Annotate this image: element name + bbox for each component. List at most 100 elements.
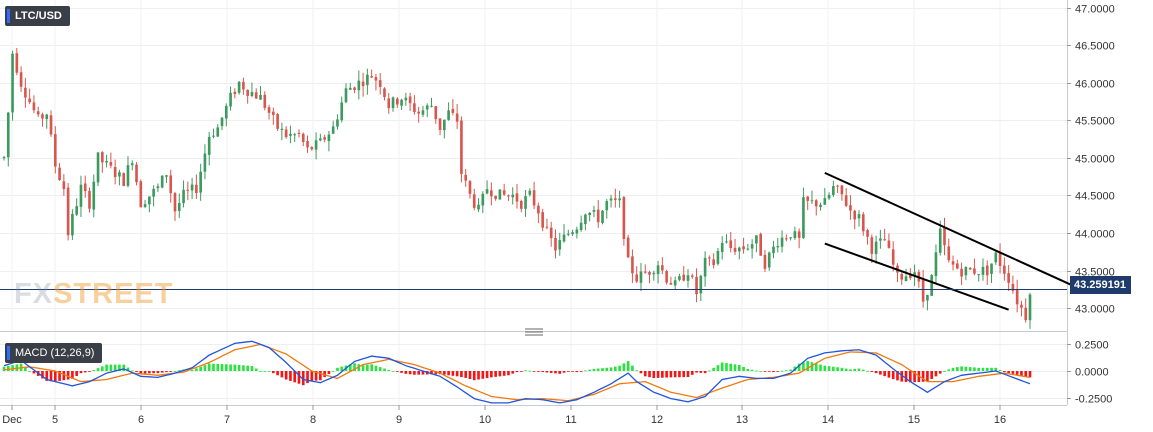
macd-histogram-bar (280, 371, 284, 378)
macd-histogram-bar (836, 367, 839, 371)
macd-histogram-bar (331, 370, 335, 372)
macd-histogram-bar (840, 367, 844, 371)
candle-body (840, 185, 844, 195)
candle-body (883, 239, 886, 241)
macd-histogram-bar (524, 370, 527, 372)
macd-histogram-bar (1007, 371, 1010, 373)
candle-body (519, 200, 523, 209)
candle-body (951, 261, 955, 265)
macd-lines (3, 340, 1031, 404)
candle-body (297, 132, 301, 134)
macd-histogram-bar (109, 364, 113, 371)
candle-body (58, 167, 61, 180)
candle-body (276, 113, 279, 129)
macd-histogram-bar (733, 364, 737, 371)
candle-body (601, 210, 604, 224)
candle-body (15, 53, 19, 73)
macd-histogram-bar (729, 363, 733, 371)
macd-histogram-bar (519, 371, 523, 372)
candle-body (656, 265, 660, 274)
candle-body (733, 247, 737, 252)
macd-histogram-bar (810, 362, 814, 371)
macd-badge[interactable]: MACD (12,26,9) (5, 343, 103, 363)
macd-histogram-bar (336, 367, 339, 371)
macd-histogram-bar (887, 371, 891, 378)
symbol-label: LTC/USD (15, 10, 62, 22)
x-tick-label: 16 (994, 414, 1006, 426)
candle-body (631, 256, 634, 274)
macd-histogram-bar (272, 371, 275, 374)
macd-histogram-bar (985, 367, 989, 371)
x-tick-label: 10 (479, 414, 491, 426)
candle-body (708, 257, 711, 259)
macd-histogram-bar (853, 368, 857, 371)
macd-histogram-bar (254, 368, 258, 371)
candle-body (1024, 307, 1028, 321)
macd-line (3, 340, 1031, 404)
candle-body (263, 94, 267, 108)
candle-body (947, 246, 951, 261)
candle-body (635, 274, 639, 282)
macd-histogram-bar (400, 371, 403, 373)
candle-body (374, 77, 378, 81)
macd-histogram-bar (105, 364, 108, 371)
candle-body (776, 246, 780, 248)
channel-lower-line[interactable] (824, 242, 1009, 311)
macd-histogram-bar (725, 363, 728, 371)
candle-body (964, 267, 968, 276)
candle-body (797, 231, 801, 238)
candle-body (464, 174, 468, 181)
candle-body (562, 234, 566, 242)
macd-histogram-bar (844, 368, 848, 371)
symbol-badge[interactable]: LTC/USD (5, 6, 70, 26)
candle-body (985, 265, 989, 276)
macd-histogram-bar (737, 364, 741, 371)
candle-body (584, 214, 587, 225)
macd-histogram-bar (276, 371, 279, 376)
macd-histogram-bar (759, 371, 762, 372)
candle-body (900, 273, 904, 280)
candle-body (913, 272, 916, 277)
candle-body (361, 81, 365, 87)
candle-body (49, 115, 53, 135)
macd-histogram-bar (451, 371, 455, 376)
candle-body (24, 87, 27, 98)
candle-body (267, 107, 271, 113)
candle-body (926, 295, 929, 301)
descending-channel[interactable] (824, 171, 1082, 311)
macd-histogram-bar (165, 371, 168, 373)
macd-histogram-bar (395, 371, 399, 372)
macd-histogram-bar (24, 367, 27, 371)
candle-body (1015, 289, 1019, 305)
macd-histogram-bar (135, 371, 138, 372)
macd-histogram-bar (340, 366, 344, 371)
candle-body (814, 200, 818, 207)
macd-histogram-bar (58, 371, 61, 381)
candle-body (968, 268, 972, 270)
macd-histogram-bar (293, 371, 297, 383)
candle-body (934, 252, 938, 277)
candle-body (233, 91, 237, 95)
macd-histogram-bar (267, 371, 271, 372)
candle-body (357, 80, 361, 91)
candle-body (524, 196, 527, 209)
candle-body (678, 276, 681, 280)
macd-histogram-bar (148, 371, 151, 374)
candle-body (212, 135, 215, 137)
candle-body (344, 88, 348, 103)
candle-body (614, 198, 617, 200)
macd-histogram-bar (216, 363, 220, 371)
macd-tick-label: 0.2500 (1075, 340, 1109, 352)
candle-body (45, 114, 49, 120)
candle-body (122, 173, 126, 186)
macd-histogram-bar (716, 365, 720, 371)
candle-body (746, 248, 750, 250)
macd-histogram-bar (708, 370, 711, 372)
channel-upper-line[interactable] (824, 171, 1082, 291)
macd-histogram-bar (750, 369, 754, 371)
panel-resize-handle[interactable] (525, 328, 543, 336)
macd-histogram-bar (1028, 371, 1032, 378)
x-axis: Dec 5 6 7 8 9 10 11 12 13 14 15 16 (0, 405, 1067, 426)
macd-histogram-bar (310, 371, 314, 382)
